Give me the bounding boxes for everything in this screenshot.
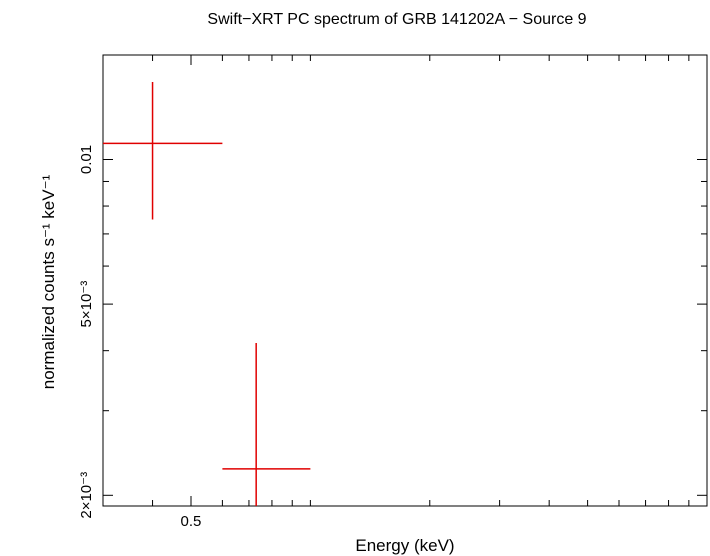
data-point: [103, 81, 223, 220]
data-point: [222, 342, 311, 506]
y-axis-label: normalized counts s⁻¹ keV⁻¹: [39, 174, 58, 389]
y-tick-label: 2×10⁻³: [78, 472, 95, 519]
chart-title: Swift−XRT PC spectrum of GRB 141202A − S…: [207, 11, 586, 28]
axis-tick-labels: 0.5 2×10⁻³ 5×10⁻³ 0.01: [78, 145, 201, 530]
data-series: [103, 81, 311, 506]
plot-frame: [102, 54, 708, 507]
x-axis-label: Energy (keV): [355, 536, 454, 555]
x-tick-label: 0.5: [181, 513, 202, 530]
y-tick-label: 0.01: [78, 145, 95, 174]
y-tick-label: 5×10⁻³: [78, 281, 95, 328]
axis-ticks: [102, 55, 708, 506]
